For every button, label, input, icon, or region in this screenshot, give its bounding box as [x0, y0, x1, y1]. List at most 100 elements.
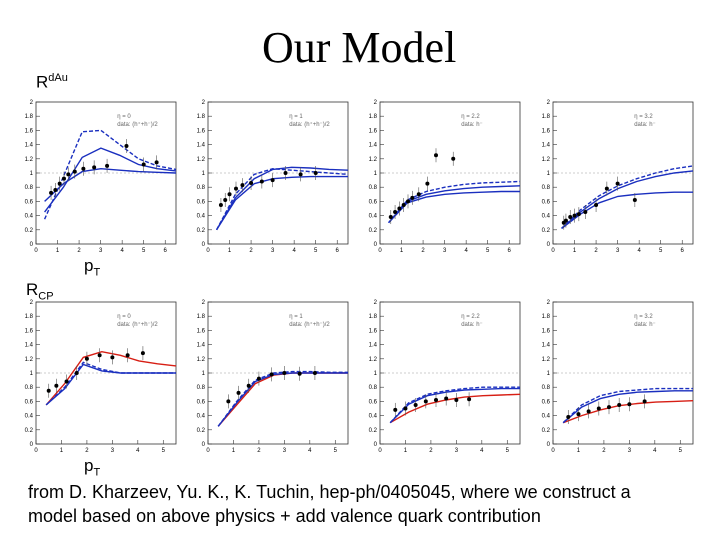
legend-entry: data: h⁻ [634, 322, 656, 328]
rdau-eta-2.2: 0 0.2 0.4 0.6 0.8 1 1.2 1.4 1.6 1.8 2 0 1 2 3 4 5 6 η = 2.… [369, 100, 521, 254]
data-point [283, 171, 288, 175]
data-point [74, 371, 79, 375]
y-tick-label: 1.2 [542, 157, 551, 163]
x-tick-label: 5 [506, 448, 510, 454]
y-tick-label: 1.8 [25, 314, 34, 320]
rdau-eta-3.2: 0 0.2 0.4 0.6 0.8 1 1.2 1.4 1.6 1.8 2 0 1 2 3 4 5 6 η = 3.… [542, 100, 694, 254]
y-tick-label: 1.4 [25, 143, 34, 149]
y-tick-label: 0.4 [369, 414, 378, 420]
y-tick-label: 0 [202, 442, 206, 448]
data-point [568, 215, 573, 220]
data-point [57, 181, 62, 186]
caption-line-2: model based on above physics + add valen… [28, 506, 541, 526]
model-curve [44, 167, 177, 202]
x-tick-label: 4 [120, 248, 124, 254]
y-tick-label: 0.8 [197, 385, 206, 391]
model-curve [215, 167, 349, 231]
x-tick-label: 2 [85, 448, 89, 454]
data-point [566, 415, 571, 420]
data-point [218, 202, 223, 207]
y-tick-label: 0.4 [197, 414, 206, 420]
legend-entry: data: (h⁺+h⁻)/2 [289, 321, 330, 328]
y-tick-label: 1 [30, 371, 34, 377]
y-tick-label: 1.6 [25, 128, 34, 134]
y-tick-label: 2 [30, 300, 34, 306]
y-tick-label: 1.8 [197, 114, 206, 120]
x-tick-label: 1 [573, 248, 577, 254]
rdau-label-sup: dAu [48, 72, 68, 84]
y-tick-label: 2 [547, 100, 551, 106]
y-tick-label: 1 [202, 371, 206, 377]
y-tick-label: 0.6 [542, 199, 551, 205]
data-point [313, 171, 318, 175]
rdau-label-main: R [36, 72, 49, 92]
data-point [92, 165, 97, 170]
data-point [425, 181, 430, 186]
y-tick-label: 0.8 [542, 185, 551, 191]
y-tick-label: 1.6 [197, 328, 206, 334]
data-point [572, 213, 577, 218]
model-curve [216, 175, 348, 231]
x-tick-label: 1 [400, 248, 404, 254]
data-point [140, 351, 145, 356]
y-tick-label: 0.2 [369, 428, 378, 434]
x-tick-label: 0 [206, 448, 210, 454]
y-tick-label: 1.6 [25, 328, 34, 334]
x-tick-label: 6 [336, 248, 340, 254]
x-tick-label: 5 [486, 248, 490, 254]
data-point [583, 210, 588, 215]
y-tick-label: 0 [547, 442, 551, 448]
y-tick-label: 1.8 [25, 114, 34, 120]
legend-entry: η = 1 [289, 114, 303, 120]
x-tick-label: 2 [421, 248, 425, 254]
y-tick-label: 1.4 [197, 343, 206, 349]
x-tick-label: 0 [206, 248, 210, 254]
model-curve [45, 350, 177, 406]
data-point [110, 355, 115, 360]
data-point [240, 183, 245, 188]
data-point [596, 406, 601, 411]
y-tick-label: 0.2 [369, 228, 378, 234]
data-point [246, 383, 251, 388]
data-point [617, 402, 622, 407]
y-tick-label: 1.8 [369, 314, 378, 320]
y-tick-label: 1.6 [542, 328, 551, 334]
rcp-label: RCP [26, 280, 54, 302]
pt-label-top-sub: T [93, 266, 101, 279]
y-tick-label: 1 [547, 171, 551, 177]
y-tick-label: 0.6 [197, 399, 206, 405]
x-tick-label: 3 [443, 248, 447, 254]
y-tick-label: 1.2 [369, 357, 378, 363]
y-tick-label: 1 [374, 371, 378, 377]
y-tick-label: 0.2 [542, 428, 551, 434]
x-tick-label: 1 [232, 448, 236, 454]
caption-line-1: from D. Kharzeev, Yu. K., K. Tuchin, hep… [28, 482, 631, 502]
data-point [249, 180, 254, 185]
model-curve [215, 166, 349, 231]
x-tick-label: 5 [679, 448, 683, 454]
data-point [586, 409, 591, 414]
x-tick-label: 1 [404, 448, 408, 454]
data-point [397, 206, 402, 211]
x-tick-label: 0 [34, 448, 38, 454]
data-point [410, 195, 415, 200]
data-point [223, 197, 228, 202]
y-tick-label: 2 [202, 300, 206, 306]
x-tick-label: 5 [334, 448, 338, 454]
x-tick-label: 5 [314, 248, 318, 254]
legend-entry: data: (h⁺+h⁻)/2 [117, 321, 158, 328]
y-tick-label: 0.8 [25, 185, 34, 191]
data-point [406, 199, 410, 204]
pt-label-bottom-main: p [84, 456, 94, 475]
data-point [259, 179, 264, 184]
x-tick-label: 4 [480, 448, 484, 454]
x-tick-label: 3 [99, 248, 103, 254]
y-tick-label: 1.2 [197, 357, 206, 363]
data-point [393, 407, 398, 412]
data-point [72, 169, 77, 174]
data-point [416, 192, 421, 197]
y-tick-label: 2 [374, 300, 378, 306]
x-tick-label: 4 [136, 448, 140, 454]
data-point [227, 192, 232, 197]
